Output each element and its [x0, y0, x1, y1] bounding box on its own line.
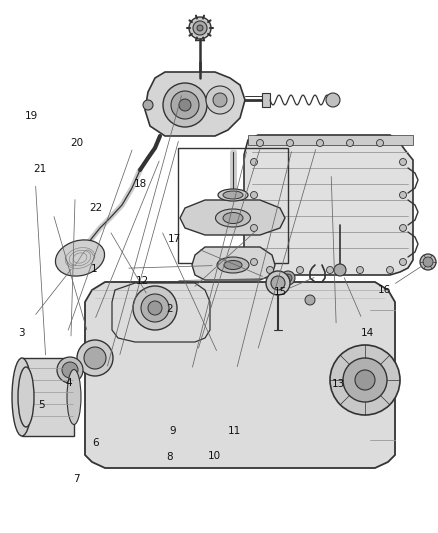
- Circle shape: [399, 158, 406, 166]
- Text: 9: 9: [170, 426, 177, 435]
- Polygon shape: [262, 93, 270, 107]
- Text: 13: 13: [332, 379, 345, 389]
- Circle shape: [171, 91, 199, 119]
- Circle shape: [251, 158, 258, 166]
- Polygon shape: [145, 72, 245, 136]
- Text: 12: 12: [136, 277, 149, 286]
- Ellipse shape: [217, 257, 249, 273]
- Circle shape: [251, 224, 258, 231]
- Circle shape: [189, 17, 211, 39]
- Text: 20: 20: [70, 138, 83, 148]
- Circle shape: [213, 93, 227, 107]
- Circle shape: [346, 140, 353, 147]
- Circle shape: [133, 286, 177, 330]
- Text: 5: 5: [38, 400, 45, 410]
- Circle shape: [317, 140, 324, 147]
- Ellipse shape: [223, 191, 243, 199]
- Circle shape: [163, 83, 207, 127]
- Text: 22: 22: [90, 203, 103, 213]
- Text: 7: 7: [73, 474, 80, 483]
- Text: 16: 16: [378, 286, 391, 295]
- Circle shape: [297, 266, 304, 273]
- Polygon shape: [85, 282, 395, 468]
- Circle shape: [399, 259, 406, 265]
- Circle shape: [143, 100, 153, 110]
- Circle shape: [284, 274, 292, 282]
- Ellipse shape: [223, 213, 243, 223]
- Text: 8: 8: [166, 452, 173, 462]
- Circle shape: [84, 347, 106, 369]
- Circle shape: [386, 266, 393, 273]
- Text: 11: 11: [228, 426, 241, 435]
- Text: 21: 21: [34, 165, 47, 174]
- Circle shape: [251, 259, 258, 265]
- Circle shape: [334, 264, 346, 276]
- Ellipse shape: [56, 240, 105, 276]
- Polygon shape: [180, 200, 285, 235]
- Circle shape: [62, 362, 78, 378]
- Text: 4: 4: [66, 378, 73, 387]
- Ellipse shape: [18, 367, 34, 427]
- Ellipse shape: [215, 209, 251, 227]
- Text: 19: 19: [25, 111, 38, 121]
- Circle shape: [257, 140, 264, 147]
- Bar: [22, 358, 74, 436]
- Ellipse shape: [218, 189, 248, 201]
- Polygon shape: [192, 247, 275, 280]
- Circle shape: [326, 93, 340, 107]
- Circle shape: [266, 266, 273, 273]
- Circle shape: [179, 99, 191, 111]
- Text: 15: 15: [274, 287, 287, 297]
- Circle shape: [57, 357, 83, 383]
- Circle shape: [420, 254, 436, 270]
- Text: 10: 10: [208, 451, 221, 461]
- Text: 2: 2: [166, 304, 173, 314]
- Bar: [248, 135, 413, 145]
- Circle shape: [399, 224, 406, 231]
- Ellipse shape: [12, 358, 32, 436]
- Circle shape: [77, 340, 113, 376]
- Circle shape: [326, 266, 333, 273]
- Text: 18: 18: [134, 179, 147, 189]
- Circle shape: [197, 25, 203, 31]
- Circle shape: [251, 191, 258, 198]
- Circle shape: [330, 345, 400, 415]
- Circle shape: [141, 294, 169, 322]
- Circle shape: [193, 21, 207, 35]
- Circle shape: [399, 191, 406, 198]
- Text: 3: 3: [18, 328, 25, 338]
- Circle shape: [266, 271, 290, 295]
- Circle shape: [148, 301, 162, 315]
- Text: 14: 14: [361, 328, 374, 337]
- Text: 1: 1: [91, 264, 98, 274]
- Ellipse shape: [224, 261, 242, 270]
- Text: 17: 17: [168, 234, 181, 244]
- Circle shape: [343, 358, 387, 402]
- Ellipse shape: [67, 369, 81, 424]
- Polygon shape: [244, 135, 413, 275]
- Circle shape: [357, 266, 364, 273]
- Circle shape: [281, 271, 295, 285]
- Bar: [178, 148, 288, 263]
- Circle shape: [377, 140, 384, 147]
- Circle shape: [355, 370, 375, 390]
- Circle shape: [305, 295, 315, 305]
- Circle shape: [423, 257, 433, 267]
- Circle shape: [286, 140, 293, 147]
- Circle shape: [206, 86, 234, 114]
- Text: 6: 6: [92, 439, 99, 448]
- Circle shape: [271, 276, 285, 290]
